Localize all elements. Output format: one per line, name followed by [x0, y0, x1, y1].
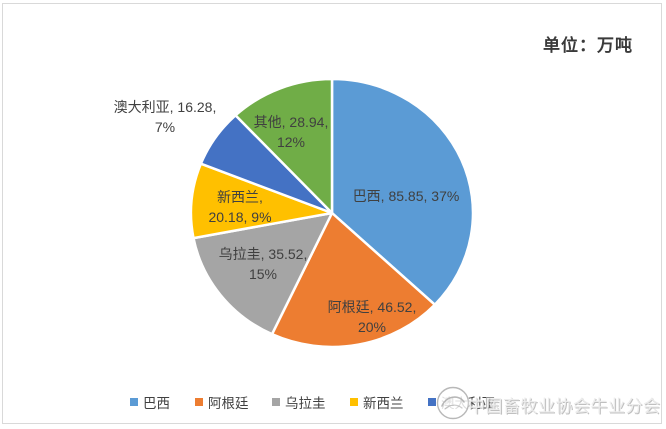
watermark-text: 中国畜牧业协会牛业分会 [468, 397, 661, 416]
legend-item-argentina: 阿根廷 [195, 394, 249, 411]
pie-slice-brazil [330, 77, 475, 306]
legend-label: 巴西 [143, 396, 170, 411]
legend-label: 新西兰 [363, 396, 404, 411]
legend-swatch-icon [130, 398, 138, 406]
legend-swatch-icon [195, 398, 203, 406]
pie-slice-uruguay [192, 211, 334, 336]
legend-item-uruguay: 乌拉圭 [272, 394, 326, 411]
legend-swatch-icon [428, 398, 436, 406]
unit-label: 单位：万吨 [543, 36, 633, 55]
legend-item-new-zealand: 新西兰 [350, 394, 404, 411]
pie-slice-other [234, 77, 334, 215]
legend-item-brazil: 巴西 [130, 394, 170, 411]
legend-swatch-icon [272, 398, 280, 406]
watermark-logo-icon [436, 386, 470, 420]
legend-label: 阿根廷 [208, 396, 249, 411]
pie-slice-argentina [270, 211, 437, 349]
legend-swatch-icon [350, 398, 358, 406]
legend-label: 乌拉圭 [285, 396, 326, 411]
pie-slice-new-zealand [189, 162, 334, 240]
